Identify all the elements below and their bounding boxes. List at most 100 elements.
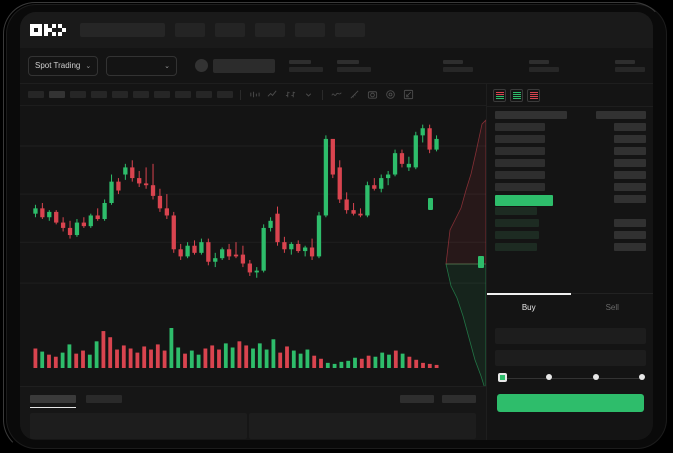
tab-buy-label: Buy [521,302,536,312]
pair-display[interactable] [195,58,275,73]
bid-amount-cell [614,243,646,251]
timeframe-button[interactable] [70,91,86,98]
orderbook-body[interactable] [487,107,653,293]
buy-submit-button[interactable] [497,394,644,412]
timeframe-button[interactable] [175,91,191,98]
ask-price-cell [495,135,545,143]
orders-action-1[interactable] [400,395,434,403]
orderbook-ask-row[interactable] [487,159,653,168]
timeframe-button[interactable] [133,91,149,98]
nav-item-5[interactable] [335,23,365,37]
table-row[interactable] [30,413,248,439]
table-row[interactable] [249,413,476,439]
stat-high-24h [443,59,473,72]
ask-line [529,91,538,93]
orderbook-last-price-row[interactable] [487,195,653,206]
orderbook-ask-row[interactable] [487,147,653,156]
settings-gear-icon[interactable] [384,88,397,101]
orderbook-ask-row[interactable] [487,135,653,144]
bid-amount-cell [614,231,646,239]
last-price-cell [495,195,553,206]
bid-line [495,97,504,99]
stat-value [529,66,559,72]
tab-buy[interactable]: Buy [487,293,571,320]
bid-price-cell [495,231,539,239]
bar-chart-icon[interactable] [284,88,297,101]
orderbook-bid-row[interactable] [487,207,653,216]
orderbook-ask-row[interactable] [487,171,653,180]
ask-line [495,91,504,93]
camera-icon[interactable] [366,88,379,101]
indicator-icon[interactable] [330,88,343,101]
chevron-down-icon: ⌄ [85,62,92,70]
orderbook-bid-row[interactable] [487,243,653,252]
orderbook-view-both-icon[interactable] [493,88,506,102]
stat-low-24h [529,59,559,72]
timeframe-button[interactable] [91,91,107,98]
stat-label [443,59,463,64]
tab-order-history[interactable] [86,395,122,403]
stat-value [289,66,323,72]
timeframe-button[interactable] [196,91,212,98]
orderbook-header [487,84,653,107]
slider-node-25[interactable] [546,374,552,380]
price-chart-panel[interactable] [20,106,486,386]
slider-node-75[interactable] [639,374,645,380]
timeframe-button[interactable] [154,91,170,98]
orders-action-2[interactable] [442,395,476,403]
bid-price-cell [495,207,537,215]
stat-value [615,66,645,72]
amount-input[interactable] [495,350,646,366]
orderbook-ask-row[interactable] [487,183,653,192]
nav-item-3[interactable] [255,23,285,37]
nav-search-placeholder[interactable] [80,23,165,37]
candlestick-chart-icon[interactable] [248,88,261,101]
top-navigation-bar [20,12,653,48]
orderbook-header-amount [596,111,646,119]
ticker-bar: Spot Trading ⌄ ⌄ [20,48,653,84]
coin-icon [195,59,208,72]
ask-amount-cell [614,147,646,155]
timeframe-button[interactable] [28,91,44,98]
orderbook-view-bids-icon[interactable] [510,88,523,102]
tab-sell[interactable]: Sell [571,294,654,320]
orders-tabs [20,387,486,408]
trading-mode-selector[interactable]: Spot Trading ⌄ [28,55,99,76]
orders-rows [20,403,486,439]
ask-price-cell [495,183,545,191]
fullscreen-icon[interactable] [402,88,415,101]
stat-volume-24h [615,59,645,72]
price-input[interactable] [495,328,646,344]
orderbook-ask-row[interactable] [487,123,653,132]
timeframe-button[interactable] [112,91,128,98]
orderbook-bid-row[interactable] [487,219,653,228]
drawing-tools-icon[interactable] [348,88,361,101]
orderbook-header-price [495,111,567,119]
orderbook-bid-row[interactable] [487,231,653,240]
timeframe-button[interactable] [217,91,233,98]
slider-handle[interactable] [498,373,507,382]
ask-amount-cell [614,171,646,179]
pair-selector[interactable]: ⌄ [106,55,177,76]
bid-line [512,91,521,93]
bid-price-cell [495,219,539,227]
chevron-down-icon[interactable] [302,88,315,101]
tab-open-orders[interactable] [30,395,76,408]
order-form-tabs: Buy Sell [487,293,653,320]
line-chart-icon[interactable] [266,88,279,101]
percent-slider[interactable] [497,372,645,386]
stat-label [615,59,635,64]
trading-mode-label: Spot Trading [35,61,81,70]
orderbook-column-headers[interactable] [487,111,653,120]
ask-amount-cell [614,123,646,131]
last-price-amount-cell [614,195,646,203]
slider-node-50[interactable] [593,374,599,380]
orders-panel [20,386,486,440]
okx-logo[interactable] [30,24,66,36]
nav-item-2[interactable] [215,23,245,37]
orderbook-view-asks-icon[interactable] [527,88,540,102]
toolbar-divider [240,89,241,100]
nav-item-4[interactable] [295,23,325,37]
nav-item-1[interactable] [175,23,205,37]
timeframe-button-active[interactable] [49,91,65,98]
